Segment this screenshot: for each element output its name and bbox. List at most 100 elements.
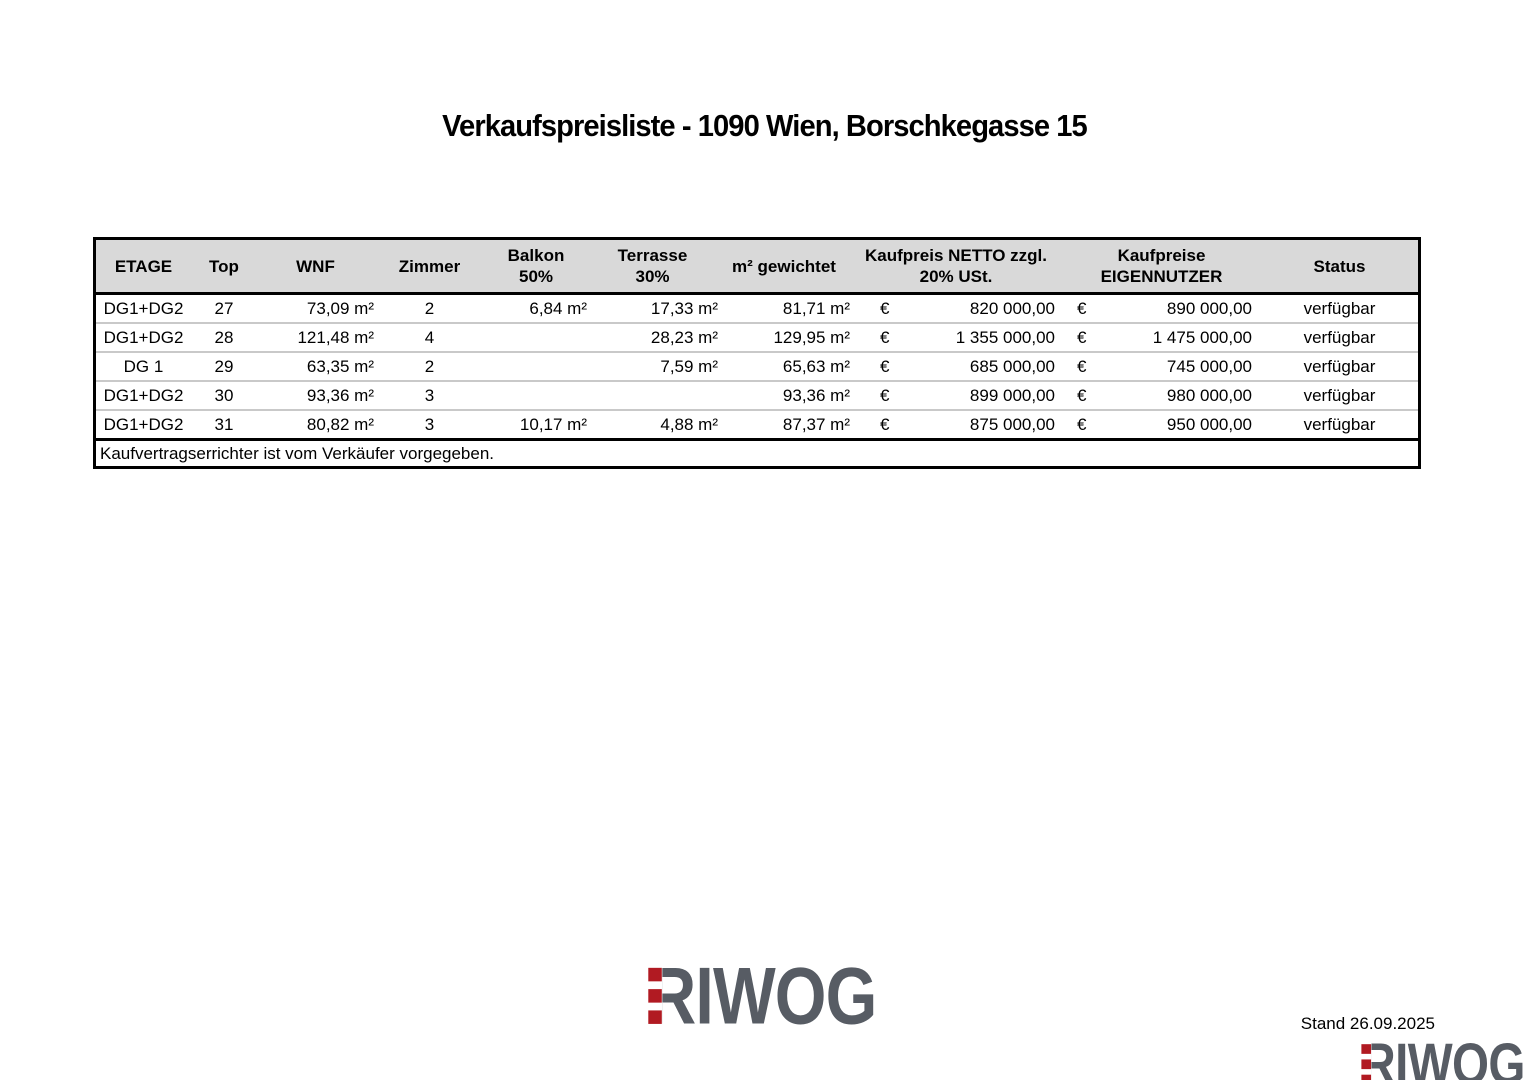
cell-terrasse xyxy=(587,380,718,410)
logo-red-square-icon xyxy=(647,1010,662,1024)
col-header-label: Zimmer xyxy=(398,256,461,276)
currency-symbol: € xyxy=(880,385,890,405)
col-header-label: WNF xyxy=(296,256,335,276)
cell-wnf: 93,36 m² xyxy=(257,380,374,410)
col-header-top: Top xyxy=(191,240,257,295)
currency-symbol: € xyxy=(1077,385,1087,405)
col-header-etage: ETAGE xyxy=(96,240,191,295)
cell-balkon: 6,84 m² xyxy=(529,298,587,318)
riwog-logo: RIWOG xyxy=(645,950,882,1041)
cell-balkon: 10,17 m² xyxy=(485,409,587,438)
cell-gewichtet: 81,71 m² xyxy=(782,298,850,318)
riwog-logo-graphic: RIWOG xyxy=(645,950,877,1041)
col-header-label: Top xyxy=(209,256,239,276)
col-header-label: Status xyxy=(1313,256,1366,276)
col-header-sublabel: 20% USt. xyxy=(919,267,993,286)
cell-status: verfügbar xyxy=(1261,351,1418,381)
cell-etage: DG1+DG2 xyxy=(96,322,191,352)
cell-wnf: 80,82 m² xyxy=(257,409,374,438)
table-row: DG1+DG2 27 73,09 m² 2 6,84 m² 17,33 m² 8… xyxy=(96,294,1418,324)
col-header-zimmer: Zimmer xyxy=(374,240,485,295)
amount: 1 355 000,00 xyxy=(955,327,1055,347)
cell-status: verfügbar xyxy=(1261,409,1418,438)
cell-terrasse: 28,23 m² xyxy=(587,322,718,352)
riwog-logo-text: RIWOG xyxy=(648,962,876,1029)
cell-status: verfügbar xyxy=(1261,322,1418,352)
cell-terrasse: 17,33 m² xyxy=(650,298,718,318)
cell-status: verfügbar xyxy=(1303,298,1376,318)
logo-red-square-icon xyxy=(647,967,662,982)
amount: 1 475 000,00 xyxy=(1152,327,1252,347)
currency-symbol: € xyxy=(880,356,890,376)
cell-kaufpreis-eigennutzer: €1 475 000,00 xyxy=(1062,322,1261,352)
amount: 875 000,00 xyxy=(969,414,1055,434)
col-header-label: m² gewichtet xyxy=(732,256,836,276)
amount: 745 000,00 xyxy=(1166,356,1252,376)
currency-symbol: € xyxy=(1077,414,1087,434)
logo-red-square-icon xyxy=(1361,1074,1372,1080)
cell-zimmer: 3 xyxy=(374,409,485,438)
amount: 980 000,00 xyxy=(1166,385,1252,405)
cell-etage: DG1+DG2 xyxy=(96,409,191,438)
logo-red-square-icon xyxy=(1361,1044,1372,1054)
cell-etage: DG1+DG2 xyxy=(96,380,191,410)
cell-status: verfügbar xyxy=(1261,380,1418,410)
cell-terrasse: 4,88 m² xyxy=(587,409,718,438)
table-header-row: ETAGE Top WNF Zimmer Balkon 50% Terrasse… xyxy=(96,240,1418,295)
cell-kaufpreis-eigennutzer: €980 000,00 xyxy=(1062,380,1261,410)
col-header-label: ETAGE xyxy=(114,256,173,276)
cell-kaufpreis-eigennutzer: €950 000,00 xyxy=(1062,409,1261,438)
cell-balkon xyxy=(485,380,587,410)
amount: 950 000,00 xyxy=(1166,414,1252,434)
cell-terrasse: 7,59 m² xyxy=(587,351,718,381)
col-header-sublabel: EIGENNUTZER xyxy=(1100,267,1223,286)
cell-kaufpreis-eigennutzer: €890 000,00 xyxy=(1062,294,1261,324)
cell-gewichtet: 93,36 m² xyxy=(718,380,850,410)
cell-etage: DG 1 xyxy=(96,351,191,381)
col-header-wnf: WNF xyxy=(257,240,374,295)
cell-kaufpreis-eigennutzer: €745 000,00 xyxy=(1062,351,1261,381)
price-table: ETAGE Top WNF Zimmer Balkon 50% Terrasse… xyxy=(93,237,1421,469)
cell-top: 29 xyxy=(191,351,257,381)
cell-top: 31 xyxy=(191,409,257,438)
col-header-label: Kaufpreise xyxy=(1117,246,1206,265)
table-row: DG1+DG2 31 80,82 m² 3 10,17 m² 4,88 m² 8… xyxy=(96,409,1418,438)
cell-gewichtet: 87,37 m² xyxy=(718,409,850,438)
col-header-label: Balkon xyxy=(507,246,565,265)
col-header-terrasse: Terrasse 30% xyxy=(587,240,718,295)
cell-gewichtet: 129,95 m² xyxy=(718,322,850,352)
currency-symbol: € xyxy=(1077,356,1087,376)
riwog-logo-small: RIWOG xyxy=(1359,1033,1529,1080)
cell-kaufpreis-netto: €685 000,00 xyxy=(850,351,1062,381)
col-header-status: Status xyxy=(1261,240,1418,295)
cell-zimmer: 4 xyxy=(374,322,485,352)
cell-gewichtet: 65,63 m² xyxy=(718,351,850,381)
col-header-balkon: Balkon 50% xyxy=(485,240,587,295)
cell-wnf: 73,09 m² xyxy=(306,298,374,318)
col-header-sublabel: 50% xyxy=(518,267,554,286)
cell-kaufpreis-netto: €899 000,00 xyxy=(850,380,1062,410)
cell-zimmer: 2 xyxy=(424,298,435,318)
table-row: DG1+DG2 28 121,48 m² 4 28,23 m² 129,95 m… xyxy=(96,322,1418,352)
amount: 899 000,00 xyxy=(969,385,1055,405)
amount: 685 000,00 xyxy=(969,356,1055,376)
cell-kaufpreis-netto: €1 355 000,00 xyxy=(850,322,1062,352)
cell-wnf: 63,35 m² xyxy=(257,351,374,381)
currency-symbol: € xyxy=(1077,327,1087,347)
col-header-sublabel: 30% xyxy=(635,267,670,286)
cell-wnf: 121,48 m² xyxy=(257,322,374,352)
table-row: DG1+DG2 30 93,36 m² 3 93,36 m² €899 000,… xyxy=(96,380,1418,410)
riwog-logo-text: RIWOG xyxy=(1361,1040,1524,1080)
price-table-grid: ETAGE Top WNF Zimmer Balkon 50% Terrasse… xyxy=(96,240,1418,438)
table-row: DG 1 29 63,35 m² 2 7,59 m² 65,63 m² €685… xyxy=(96,351,1418,381)
cell-kaufpreis-netto: €820 000,00 xyxy=(850,294,1062,324)
currency-symbol: € xyxy=(1077,298,1087,318)
cell-zimmer: 3 xyxy=(374,380,485,410)
col-header-kaufpreis-netto: Kaufpreis NETTO zzgl. 20% USt. xyxy=(850,240,1062,295)
cell-balkon xyxy=(485,351,587,381)
col-header-gewichtet: m² gewichtet xyxy=(718,240,850,295)
currency-symbol: € xyxy=(880,327,890,347)
cell-top: 28 xyxy=(191,322,257,352)
currency-symbol: € xyxy=(880,298,890,318)
